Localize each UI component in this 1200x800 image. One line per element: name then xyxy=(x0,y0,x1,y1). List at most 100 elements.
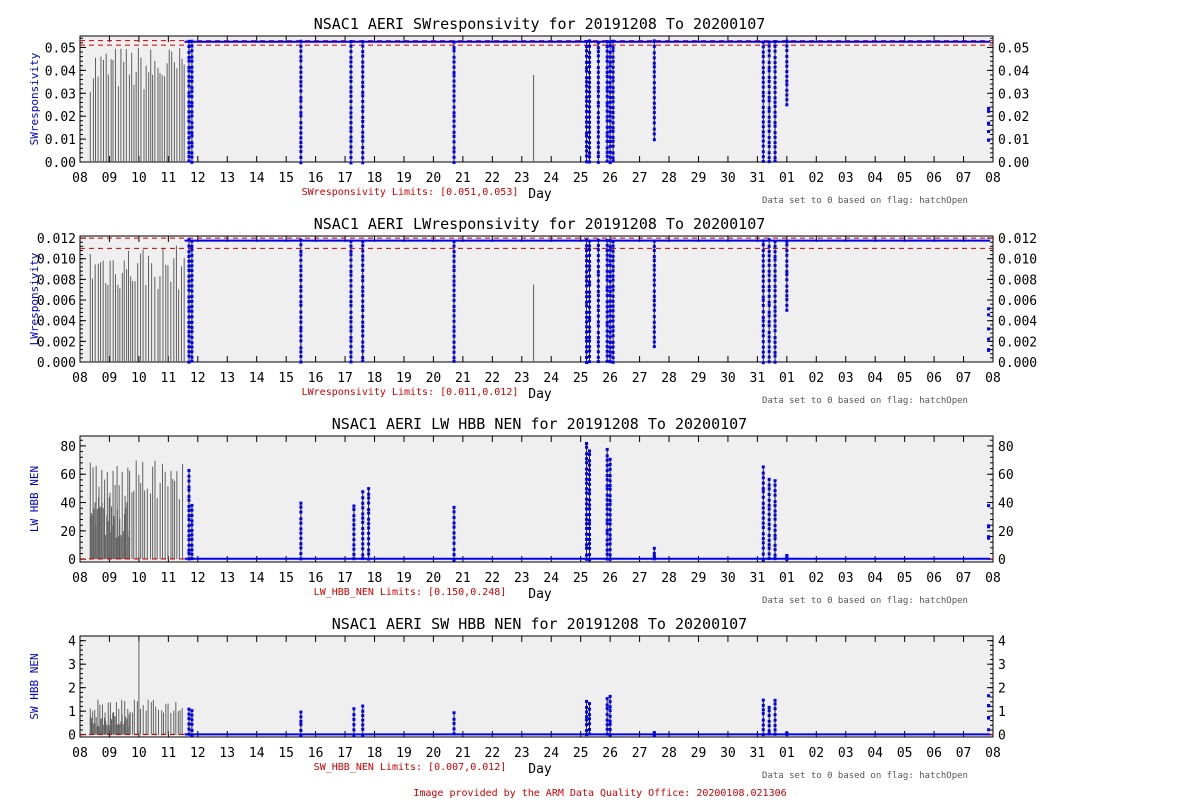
y-tick-label-left: 2 xyxy=(68,682,76,697)
plot-area xyxy=(79,35,994,163)
data-point xyxy=(588,115,592,119)
data-point xyxy=(761,90,765,94)
data-point xyxy=(187,300,191,304)
data-point xyxy=(785,44,789,48)
data-point xyxy=(608,537,612,541)
data-point xyxy=(588,319,592,323)
data-point xyxy=(605,474,609,478)
data-point xyxy=(761,495,765,499)
data-point xyxy=(452,356,456,360)
data-point xyxy=(608,499,612,503)
data-point xyxy=(611,309,615,313)
data-point xyxy=(361,542,365,546)
data-point xyxy=(767,144,771,148)
data-point xyxy=(190,44,194,48)
data-point xyxy=(605,487,609,491)
data-point xyxy=(361,727,365,731)
data-point xyxy=(588,76,592,80)
x-tick-label: 26 xyxy=(602,371,618,386)
data-point xyxy=(585,537,589,541)
data-point xyxy=(611,288,615,292)
data-point xyxy=(452,46,456,50)
data-point xyxy=(585,149,589,153)
data-point xyxy=(767,493,771,497)
data-point xyxy=(190,537,194,541)
data-point xyxy=(187,288,191,292)
data-point xyxy=(187,91,191,95)
data-point xyxy=(585,134,589,138)
data-point xyxy=(190,131,194,135)
data-point xyxy=(187,131,191,135)
y-tick-label-right: 20 xyxy=(998,525,1014,540)
y-tick-label-left: 0.004 xyxy=(37,315,76,330)
data-point xyxy=(608,114,612,118)
data-point xyxy=(187,305,191,309)
data-point xyxy=(187,468,191,472)
data-point xyxy=(187,732,191,736)
y-tick-label-right: 4 xyxy=(998,635,1006,650)
data-point xyxy=(761,144,765,148)
data-point xyxy=(608,90,612,94)
data-point xyxy=(773,250,777,254)
data-point xyxy=(187,557,191,561)
data-point xyxy=(767,160,771,164)
data-point xyxy=(361,258,365,262)
data-point xyxy=(588,325,592,329)
data-point xyxy=(585,452,589,456)
data-point xyxy=(611,55,615,59)
data-point xyxy=(608,161,612,165)
data-point xyxy=(452,350,456,354)
data-point xyxy=(785,54,789,58)
data-point xyxy=(611,259,615,263)
data-point xyxy=(361,65,365,69)
data-point xyxy=(588,542,592,546)
y-tick-label-right: 0.05 xyxy=(998,41,1029,56)
data-point xyxy=(605,89,609,93)
data-point xyxy=(608,155,612,159)
data-point xyxy=(187,39,191,43)
data-point xyxy=(588,51,592,55)
data-point xyxy=(608,95,612,99)
data-point xyxy=(611,151,615,155)
data-point xyxy=(596,160,600,164)
data-point xyxy=(987,504,991,508)
data-point xyxy=(349,264,353,268)
data-point xyxy=(608,64,612,68)
data-point xyxy=(299,140,303,144)
data-point xyxy=(187,717,191,721)
data-point xyxy=(761,274,765,278)
x-tick-label: 15 xyxy=(278,571,294,586)
data-point xyxy=(611,299,615,303)
data-point xyxy=(588,452,592,456)
data-point xyxy=(611,304,615,308)
data-point xyxy=(767,40,771,44)
data-point xyxy=(605,115,609,119)
data-point xyxy=(608,280,612,284)
data-point xyxy=(361,329,365,333)
data-point xyxy=(349,90,353,94)
data-point xyxy=(299,49,303,53)
data-point xyxy=(361,537,365,541)
data-point xyxy=(187,244,191,248)
x-tick-label: 18 xyxy=(367,371,383,386)
data-point xyxy=(611,65,615,69)
data-point xyxy=(361,60,365,64)
data-point xyxy=(611,264,615,268)
data-point xyxy=(761,269,765,273)
data-point xyxy=(361,704,365,708)
data-point xyxy=(611,254,615,258)
data-point xyxy=(773,479,777,483)
data-point xyxy=(652,86,656,90)
data-point xyxy=(299,285,303,289)
data-point xyxy=(605,109,609,113)
data-point xyxy=(349,253,353,257)
x-tick-label: 27 xyxy=(632,746,648,761)
data-point xyxy=(767,557,771,561)
x-tick-label: 29 xyxy=(691,171,707,186)
data-point xyxy=(596,155,600,159)
data-point xyxy=(349,94,353,98)
data-point xyxy=(190,289,194,293)
data-point xyxy=(605,74,609,78)
data-point xyxy=(608,44,612,48)
